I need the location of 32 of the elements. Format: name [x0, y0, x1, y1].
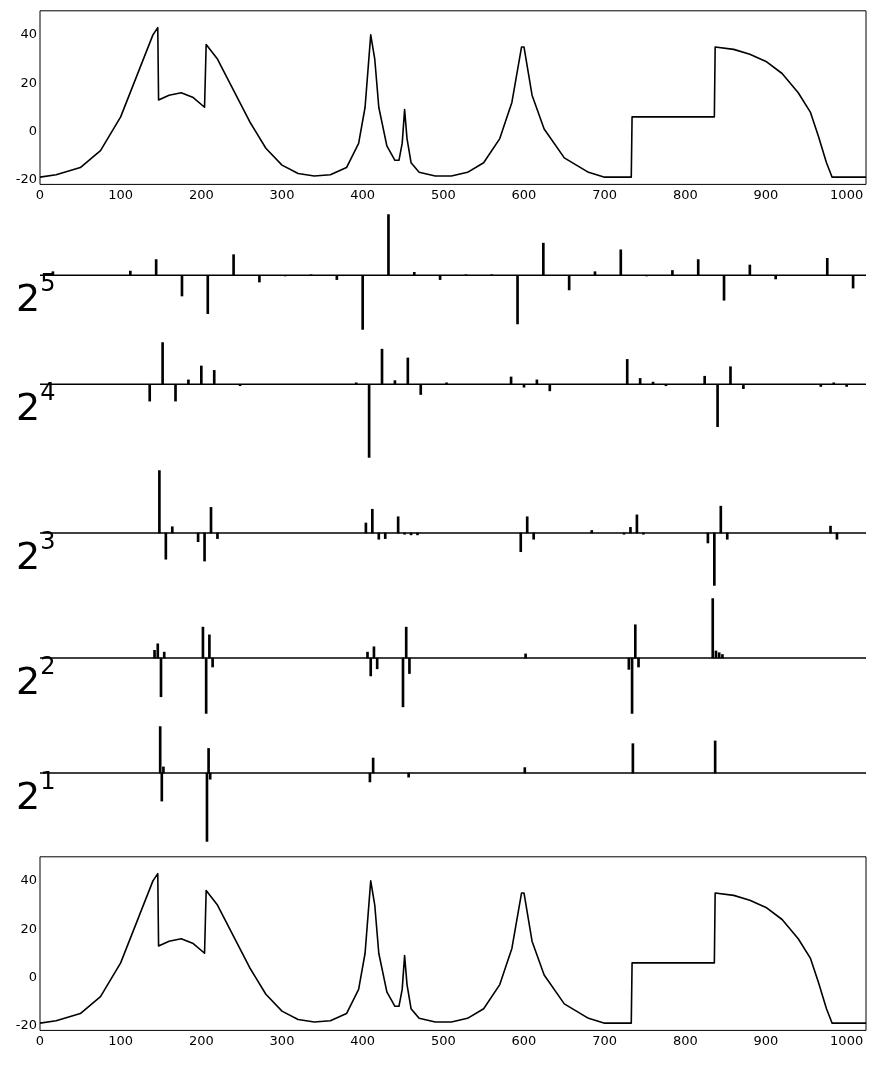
y-tick-label: 20 [20, 920, 37, 936]
x-tick-label: 800 [672, 1032, 698, 1048]
x-tick-label: 1000 [830, 186, 864, 202]
y-tick-label: 20 [20, 74, 37, 90]
y-axis-title: 2$^{2}$ [16, 652, 56, 704]
x-tick-label: 600 [511, 1032, 537, 1048]
y-tick-label: 0 [28, 122, 37, 138]
x-tick-label: 1000 [830, 1032, 864, 1048]
x-tick-label: 100 [108, 186, 134, 202]
x-tick-label: 400 [350, 186, 376, 202]
x-tick-label: 700 [592, 186, 618, 202]
x-tick-label: 100 [108, 1032, 134, 1048]
y-tick-label: 0 [28, 968, 37, 984]
y-tick-label: 40 [20, 872, 37, 888]
y-tick-label: -20 [15, 170, 37, 186]
y-tick-label: -20 [15, 1016, 37, 1032]
x-tick-label: 300 [269, 186, 295, 202]
x-tick-label: 800 [672, 186, 698, 202]
x-tick-label: 600 [511, 186, 537, 202]
y-axis-title: 2$^{1}$ [16, 767, 56, 819]
x-tick-label: 500 [430, 1032, 456, 1048]
x-tick-label: 400 [350, 1032, 376, 1048]
y-tick-label: 40 [20, 26, 37, 42]
x-tick-label: 500 [430, 186, 456, 202]
x-tick-label: 900 [753, 1032, 779, 1048]
y-axis-title: 2$^{5}$ [16, 269, 56, 321]
y-axis-title: 2$^{3}$ [16, 526, 56, 578]
x-tick-label: 300 [269, 1032, 295, 1048]
x-tick-label: 200 [188, 1032, 214, 1048]
x-tick-label: 200 [188, 186, 214, 202]
x-tick-label: 700 [592, 1032, 618, 1048]
x-tick-label: 900 [753, 186, 779, 202]
